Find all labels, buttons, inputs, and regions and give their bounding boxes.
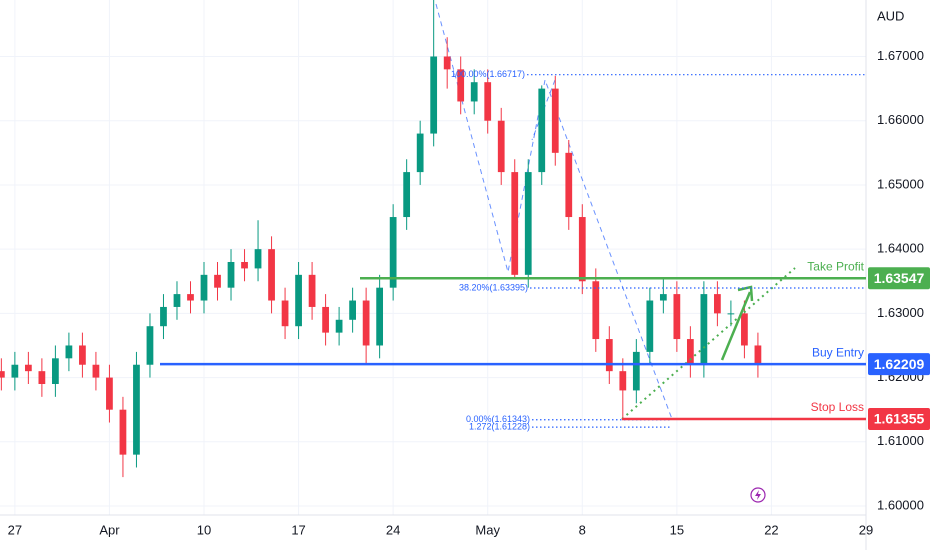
candle-body [524,172,532,275]
candle-body [241,261,248,269]
candle-body [0,371,5,378]
x-tick-label: 10 [197,522,211,537]
candle-body [403,172,411,218]
candle-body [430,56,438,134]
y-tick-label: 1.61000 [877,433,924,448]
candle-body [119,409,127,455]
event-icon-bolt [755,490,761,500]
candle-body [551,88,559,153]
y-tick-label: 1.60000 [877,497,924,512]
candle-body [79,345,86,365]
candle-body [308,274,316,307]
x-tick-label: 17 [291,522,305,537]
candle-body [335,319,343,333]
x-tick-label: Apr [99,522,120,537]
candle-body [38,371,46,385]
candle-body [741,313,748,346]
price-tag [868,353,930,376]
level-name: Take Profit [807,259,864,273]
candle-body [497,120,505,173]
y-tick-label: 1.64000 [877,241,924,256]
candle-body [133,364,140,455]
fib-label: 100.00%(1.66717) [451,69,525,79]
price-tag [868,267,930,290]
candle-body [254,249,262,269]
price-tag-label: 1.61355 [874,411,925,427]
candle-body [65,345,73,359]
candle-body [106,377,113,410]
candle-body [700,294,708,365]
candle-body [173,294,181,307]
candle-body [268,249,275,301]
candle-body [619,371,627,391]
candle-body [538,88,546,173]
candle-body [416,133,424,173]
candle-body [565,152,573,218]
candle-body [686,339,694,365]
x-tick-label: 8 [579,522,586,537]
candle-body [295,274,302,327]
x-tick-label: May [475,522,500,537]
level-name: Stop Loss [811,400,864,414]
fib-label: 1.272(1.61228) [469,422,530,432]
candle-body [754,345,762,365]
candle-body [443,56,451,70]
candle-body [484,82,492,121]
price-tag [868,407,930,430]
candle-body [52,358,59,385]
x-tick-label: 27 [8,522,22,537]
event-icon[interactable] [750,487,766,503]
x-tick-label: 29 [859,522,873,537]
candle-body [673,294,681,340]
candle-body [187,294,194,301]
fib-label: 0.00%(1.61343) [466,414,530,424]
currency-label: AUD [877,8,904,23]
candle-body [389,217,397,288]
candle-body [592,281,600,340]
fib-label: 38.20%(1.63395) [459,282,528,292]
candle-body [281,300,289,327]
candle-body [646,300,654,352]
plot [0,0,762,478]
arrow-head [737,285,754,302]
candle-body [511,172,519,275]
candle-body [92,364,100,378]
trend-line [621,267,796,420]
arrow [720,291,752,361]
zigzag-line [531,79,556,141]
candle-body [578,217,586,282]
x-tick-label: 24 [386,522,400,537]
candle-body [214,274,221,288]
candle-body [227,261,235,288]
y-tick-label: 1.67000 [877,48,924,63]
x-tick-label: 15 [670,522,684,537]
candle-body [470,82,478,102]
candle-body [659,294,667,301]
candle-body [160,306,167,327]
candle-body [200,274,208,301]
candle-body [457,69,465,102]
candle-body [146,326,154,365]
y-tick-label: 1.63000 [877,305,924,320]
price-tag-label: 1.62209 [874,356,925,372]
candle-body [376,287,384,346]
candle-body [24,364,32,372]
y-tick-label: 1.66000 [877,112,924,127]
candle-body [362,300,370,346]
x-tick-label: 22 [764,522,778,537]
candle-body [605,339,613,372]
candle-body [11,364,19,378]
candle-body [632,351,640,391]
candle-body [349,300,356,320]
candle-body [714,294,721,314]
y-tick-label: 1.65000 [877,176,924,191]
candle-body [322,306,329,333]
zigzag-line [435,3,673,420]
level-name: Buy Entry [812,345,864,359]
price-tag-label: 1.63547 [874,270,925,286]
candle-body [727,313,735,315]
